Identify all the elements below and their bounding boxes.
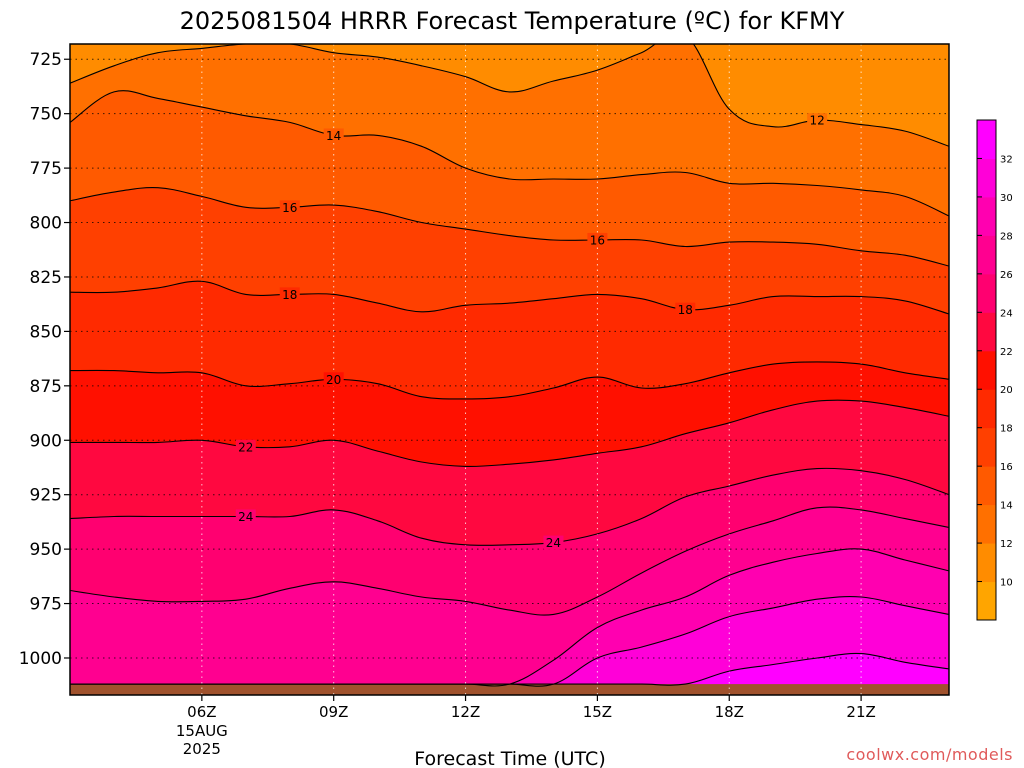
contour-label-bg-20 [323,372,344,387]
colorbar-label-16: 16 [1000,462,1013,473]
contour-label-bg-24 [235,509,256,524]
x-tick-sublabel-15AUG: 15AUG [176,722,228,740]
y-tick-label-775: 775 [30,159,62,179]
ground-surface [70,684,949,695]
y-tick-label-750: 750 [30,105,62,125]
contour-line-32 [70,652,949,686]
contour-label-24: 24 [238,510,253,524]
contour-line-22 [70,399,949,468]
colorbar-bin-0 [977,581,996,621]
grid-lines [70,44,949,695]
colorbar-label-24: 24 [1000,308,1013,319]
colorbar-bin-1 [977,543,996,583]
x-tick-label-12Z: 12Z [451,703,480,721]
contour-label-bg-16 [279,200,300,215]
x-axis-label: Forecast Time (UTC) [414,748,605,768]
colorbar-bin-9 [977,235,996,275]
x-tick-label-18Z: 18Z [715,703,744,721]
colorbar-bin-11 [977,158,996,198]
colorbar-bin-12 [977,120,996,159]
contour-line-26 [70,506,949,616]
contour-line-24 [70,467,949,546]
colorbar-bin-3 [977,466,996,506]
plot-frame [69,43,950,696]
colorbar-label-22: 22 [1000,347,1013,358]
contour-label-22: 22 [238,440,253,454]
y-axis: 725 750 775 800 825 850 875 900 925 950 975 1000 [19,50,70,669]
colorbar-label-14: 14 [1000,501,1013,512]
colorbar-label-18: 18 [1000,424,1013,435]
y-tick-label-725: 725 [30,50,62,70]
contour-label-bg-24 [543,535,564,550]
contour-label-bg-18 [279,287,300,302]
contour-label-20: 20 [326,373,341,387]
colorbar-bin-5 [977,389,996,429]
ground-fill [70,684,949,695]
contour-line-14 [70,90,949,217]
contour-line-16 [70,187,949,267]
colorbar-bin-8 [977,273,996,313]
x-tick-label-21Z: 21Z [846,703,875,721]
watermark: coolwx.com/models [846,745,1013,764]
contour-label-bg-22 [235,439,256,454]
colorbar-label-32: 32 [1000,154,1013,165]
y-tick-label-900: 900 [30,431,62,451]
x-tick-label-15Z: 15Z [583,703,612,721]
contour-labels: 12 14 16 16 18 18 20 22 24 24 [235,113,828,550]
x-tick-label-06Z: 06Z [187,703,216,721]
colorbar-bin-2 [977,504,996,544]
contour-label-24: 24 [546,536,561,550]
contour-label-16: 16 [282,201,297,215]
y-tick-label-975: 975 [30,595,62,615]
y-tick-label-800: 800 [30,214,62,234]
colorbar-bin-4 [977,427,996,467]
contour-label-18: 18 [282,288,297,302]
colorbar-label-20: 20 [1000,385,1013,396]
contour-label-bg-18 [675,302,696,317]
colorbar-bin-6 [977,350,996,390]
contour-line-12 [70,44,949,147]
colorbar-label-28: 28 [1000,231,1013,242]
y-tick-label-875: 875 [30,377,62,397]
contour-label-16: 16 [590,233,605,247]
contour-label-bg-12 [807,113,828,128]
x-tick-sublabel-2025: 2025 [183,740,221,758]
contour-label-bg-14 [323,128,344,143]
colorbar-frame [976,119,997,621]
contour-label-14: 14 [326,129,341,143]
colorbar-label-10: 10 [1000,578,1013,589]
chart-title: 2025081504 HRRR Forecast Temperature (ºC… [180,7,845,35]
colorbar-label-30: 30 [1000,193,1013,204]
contour-label-bg-16 [587,232,608,247]
colorbar-bin-7 [977,312,996,352]
fill-band-above-30 [70,596,949,695]
contour-line-20 [70,361,949,400]
contour-line-18 [70,280,949,315]
contour-lines [70,44,949,687]
colorbar-label-12: 12 [1000,539,1013,550]
y-tick-label-850: 850 [30,322,62,342]
contour-label-12: 12 [810,114,825,128]
colorbar-label-26: 26 [1000,270,1013,281]
colorbar: 10 12 14 16 18 20 22 24 26 28 30 32 [976,119,1013,621]
colorbar-bin-10 [977,196,996,236]
contour-label-18: 18 [678,303,693,317]
x-tick-label-09Z: 09Z [319,703,348,721]
y-tick-label-825: 825 [30,268,62,288]
y-tick-label-1000: 1000 [19,649,62,669]
y-tick-label-950: 950 [30,540,62,560]
y-tick-label-925: 925 [30,486,62,506]
